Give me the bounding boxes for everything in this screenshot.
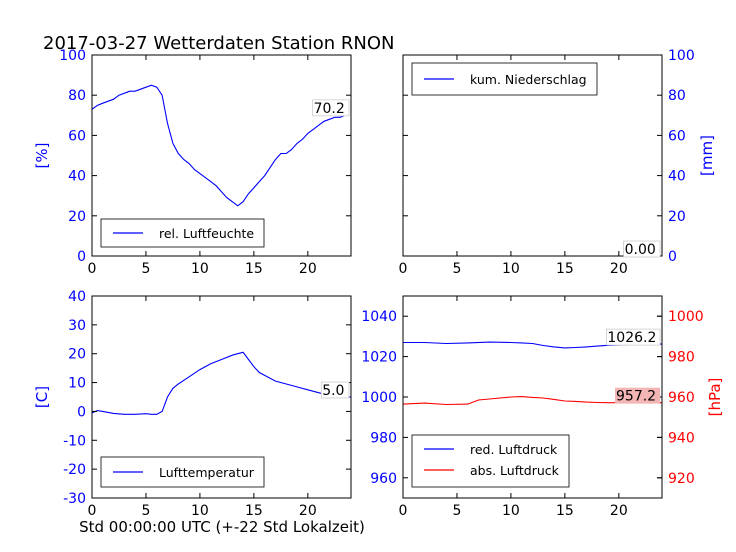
series-line-2-0 [91, 351, 351, 415]
x-tick-label: 20 [610, 503, 628, 519]
series-line-0-0 [91, 84, 346, 207]
y-tick-label: 80 [68, 88, 86, 104]
x-tick-label: 10 [191, 503, 209, 519]
y-tick-label: 0 [668, 249, 677, 265]
x-tick-label: 15 [556, 503, 574, 519]
legend-box [411, 434, 570, 488]
y-tick-label: 40 [668, 169, 686, 185]
value-annotation-box [320, 381, 350, 399]
x-tick-label: 10 [191, 261, 209, 277]
y-tick-label: 60 [668, 128, 686, 144]
x-tick-label: 5 [141, 261, 150, 277]
x-tick-label: 10 [502, 261, 520, 277]
value-annotation-box [312, 99, 350, 117]
x-tick-label: 20 [299, 261, 317, 277]
y-right-tick-label: 1000 [668, 309, 704, 325]
x-tick-label: 5 [141, 503, 150, 519]
value-annotation: 0.00 [625, 242, 656, 258]
y-tick-label: 960 [370, 471, 397, 487]
y-tick-label: 1040 [361, 309, 397, 325]
value-annotation: 70.2 [314, 101, 345, 117]
y-tick-label: 10 [68, 376, 86, 392]
panel-bottom-right: 0 5 10 15 20 960 980 1000 1020 1040 920 940 960 980 10… [361, 295, 724, 519]
y-tick-label: -30 [63, 491, 86, 507]
y-tick-label: 100 [668, 48, 695, 64]
y-tick-label: 0 [77, 249, 86, 265]
value-annotation: 957.2 [616, 389, 656, 405]
legend-label: Lufttemperatur [159, 465, 255, 480]
value-annotation: 5.0 [322, 383, 344, 399]
x-tick-label: 0 [399, 503, 408, 519]
y-tick-label: 100 [59, 48, 86, 64]
panel-top-left: 0 5 10 15 20 0 20 40 60 80 100 [%] 70.2 rel. Luftfeuc… [33, 48, 352, 277]
value-annotation-box [623, 240, 661, 258]
legend-label: kum. Niederschlag [470, 72, 587, 87]
x-tick-label: 20 [610, 261, 628, 277]
value-annotation-box [606, 328, 661, 346]
legend-label: rel. Luftfeuchte [159, 226, 254, 241]
x-tick-label: 15 [245, 503, 263, 519]
x-tick-label: 10 [502, 503, 520, 519]
value-annotation-box [615, 387, 660, 404]
x-tick-label: 15 [245, 261, 263, 277]
y-tick-label: 40 [68, 169, 86, 185]
y-tick-label: 1000 [361, 390, 397, 406]
x-tick-label: 0 [88, 261, 97, 277]
y-tick-label: 1020 [361, 350, 397, 366]
axes-frame [91, 295, 352, 499]
y-right-tick-label: 980 [668, 350, 695, 366]
y-tick-label: 30 [68, 318, 86, 334]
y-tick-label: 980 [370, 430, 397, 446]
y-right-tick-label: 960 [668, 390, 695, 406]
y-right-axis-label: [hPa] [706, 378, 724, 417]
panel-top-right: 0 5 10 15 20 0 20 40 60 80 100 [mm] 0.00 kum. Nieders… [399, 48, 716, 277]
x-tick-label: 5 [452, 503, 461, 519]
value-annotation: 1026.2 [607, 330, 656, 346]
y-tick-label: 80 [668, 88, 686, 104]
y-axis-label: [mm] [698, 135, 716, 176]
x-tick-label: 0 [399, 261, 408, 277]
axes-frame [402, 54, 663, 257]
legend-label: abs. Luftdruck [470, 463, 560, 478]
y-tick-label: 20 [68, 347, 86, 363]
figure-title: 2017-03-27 Wetterdaten Station RNON [43, 33, 394, 54]
y-right-tick-label: 940 [668, 430, 695, 446]
axes-frame [91, 54, 352, 257]
y-tick-label: 20 [68, 209, 86, 225]
y-axis-label: [C] [33, 386, 51, 408]
y-tick-label: 40 [68, 289, 86, 305]
panel-bottom-left: 0 5 10 15 20 -30 -20 -10 0 10 20 30 40 [C] 5.0 Lufttemp… [33, 289, 352, 519]
y-tick-label: -10 [63, 433, 86, 449]
legend-label: red. Luftdruck [470, 442, 558, 457]
y-tick-label: 20 [668, 209, 686, 225]
x-tick-label: 20 [299, 503, 317, 519]
x-axis-label: Std 00:00:00 UTC (+-22 Std Lokalzeit) [79, 518, 365, 536]
x-tick-label: 5 [452, 261, 461, 277]
y-tick-label: 60 [68, 128, 86, 144]
x-tick-label: 15 [556, 261, 574, 277]
y-tick-label: -20 [63, 462, 86, 478]
y-tick-label: 0 [77, 404, 86, 420]
y-axis-label: [%] [33, 143, 51, 169]
y-right-tick-label: 920 [668, 471, 695, 487]
x-tick-label: 0 [88, 503, 97, 519]
